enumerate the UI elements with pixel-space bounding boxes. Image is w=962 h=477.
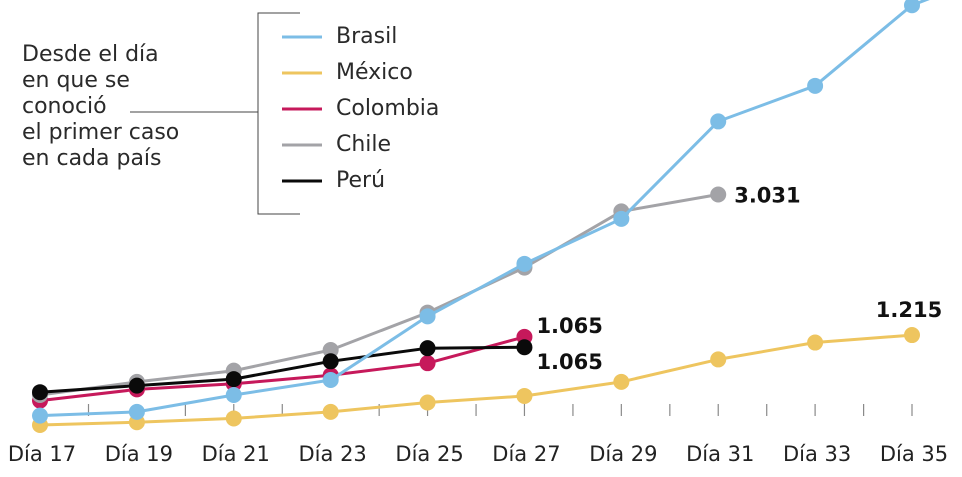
legend-label-brasil: Brasil (336, 24, 398, 49)
point-mexico-5 (516, 387, 533, 404)
x-tick-label-9: Día 35 (880, 442, 948, 466)
note-line-1: Desde el día (22, 42, 159, 67)
point-mexico-6 (613, 373, 630, 390)
x-tick-label-7: Día 31 (686, 442, 754, 466)
point-peru-4 (419, 340, 436, 357)
x-tick-label-2: Día 21 (202, 442, 270, 466)
series-line-colombia (39, 335, 525, 403)
point-peru-1 (128, 377, 145, 394)
point-brasil-2 (225, 387, 242, 404)
end-label-mexico: 1.215 (876, 298, 942, 322)
point-peru-0 (32, 384, 48, 401)
legend-bracket (257, 12, 300, 215)
series-line-mexico (39, 333, 913, 427)
legend-label-chile: Chile (336, 132, 392, 157)
point-mexico-2 (225, 410, 242, 427)
legend-label-mexico: México (336, 60, 413, 85)
legend-label-colombia: Colombia (336, 96, 440, 121)
series-line-brasil-continuation (911, 0, 930, 7)
point-chile-7 (710, 186, 727, 203)
point-brasil-4 (419, 308, 436, 325)
point-brasil-0 (32, 407, 48, 424)
point-peru-5 (516, 339, 533, 356)
end-label-peru: 1.065 (536, 314, 602, 338)
point-chile-3 (322, 342, 339, 359)
point-peru-2 (225, 371, 242, 388)
end-label-colombia: 1.065 (536, 350, 602, 374)
point-peru-3 (322, 353, 339, 370)
point-brasil-8 (807, 77, 824, 94)
x-tick-label-5: Día 27 (492, 442, 560, 466)
x-tick-label-0: Día 17 (8, 442, 76, 466)
x-tick-label-1: Día 19 (105, 442, 173, 466)
point-brasil-1 (128, 403, 145, 420)
point-brasil-7 (710, 113, 727, 130)
point-brasil-5 (516, 255, 533, 272)
x-tick-label-8: Día 33 (783, 442, 851, 466)
x-tick-label-6: Día 29 (589, 442, 657, 466)
series-line-brasil (39, 4, 913, 418)
note-line-5: en cada país (22, 146, 162, 171)
point-mexico-4 (419, 394, 436, 411)
point-mexico-9 (904, 327, 920, 344)
note-line-3: conoció (22, 94, 107, 119)
legend-label-peru: Perú (336, 168, 386, 193)
point-mexico-3 (322, 403, 339, 420)
x-tick-label-4: Día 25 (395, 442, 463, 466)
end-label-chile: 3.031 (734, 184, 800, 208)
note-line-2: en que se (22, 68, 130, 93)
point-mexico-7 (710, 351, 727, 368)
point-mexico-8 (807, 334, 824, 351)
series-line-peru (39, 345, 525, 394)
point-brasil-3 (322, 372, 339, 389)
point-colombia-4 (419, 355, 436, 372)
x-tick-label-3: Día 23 (299, 442, 367, 466)
series-line-chile (39, 193, 719, 397)
note-line-4: el primer caso (22, 120, 180, 145)
point-brasil-6 (613, 210, 630, 227)
